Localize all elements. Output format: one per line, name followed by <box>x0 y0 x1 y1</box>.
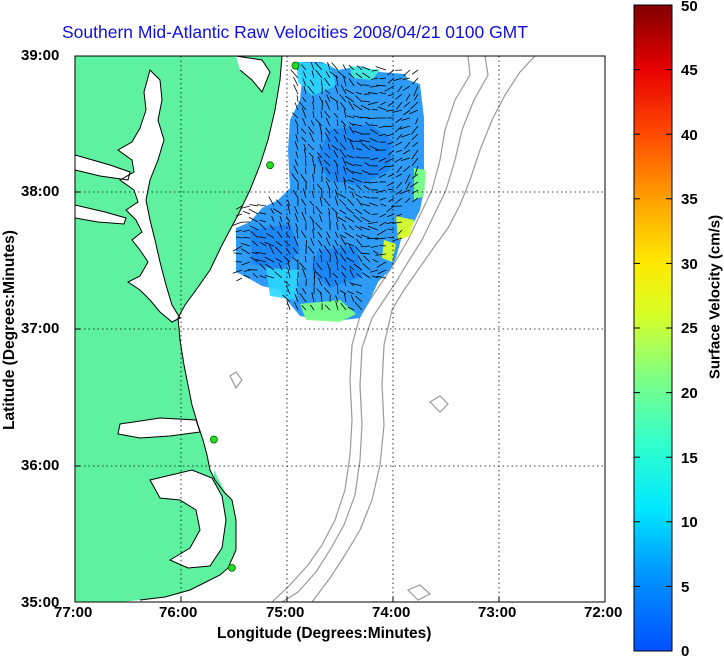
velocity-vector <box>322 167 323 174</box>
colorbar-tick-label: 5 <box>681 579 689 596</box>
y-tick-label: 36:00 <box>21 457 59 474</box>
colorbar-tick-label: 50 <box>681 0 698 15</box>
colorbar-tick-label: 35 <box>681 191 698 208</box>
colorbar-title: Surface Velocity (cm/s) <box>707 215 724 379</box>
x-tick-label: 76:00 <box>159 604 197 621</box>
radar-station-marker <box>292 62 299 69</box>
x-tick-label: 74:00 <box>372 604 410 621</box>
x-axis-title: Longitude (Degrees:Minutes) <box>217 625 431 643</box>
x-tick-label: 77:00 <box>54 604 92 621</box>
y-tick-label: 35:00 <box>21 594 59 611</box>
colorbar-tick-label: 30 <box>681 256 698 273</box>
y-tick-label: 37:00 <box>21 320 59 337</box>
colorbar-tick-label: 20 <box>681 385 698 402</box>
x-tick-label: 73:00 <box>478 604 516 621</box>
colorbar-tick-label: 15 <box>681 450 698 467</box>
colorbar-tick-label: 25 <box>681 320 698 337</box>
colorbar-tick-label: 40 <box>681 127 698 144</box>
x-tick-label: 72:00 <box>584 604 622 621</box>
colorbar-tick-label: 0 <box>681 643 689 660</box>
colorbar-tick-label: 45 <box>681 62 698 79</box>
radar-station-marker <box>210 436 217 443</box>
radar-station-marker <box>228 564 235 571</box>
y-axis-title: Latitude (Degrees:Minutes) <box>1 230 19 430</box>
y-tick-label: 38:00 <box>21 183 59 200</box>
velocity-vector <box>306 159 307 166</box>
colorbar-tick-label: 10 <box>681 514 698 531</box>
x-tick-label: 75:00 <box>266 604 304 621</box>
radar-station-marker <box>267 162 274 169</box>
velocity-vector <box>372 110 378 111</box>
y-tick-label: 39:00 <box>21 47 59 64</box>
